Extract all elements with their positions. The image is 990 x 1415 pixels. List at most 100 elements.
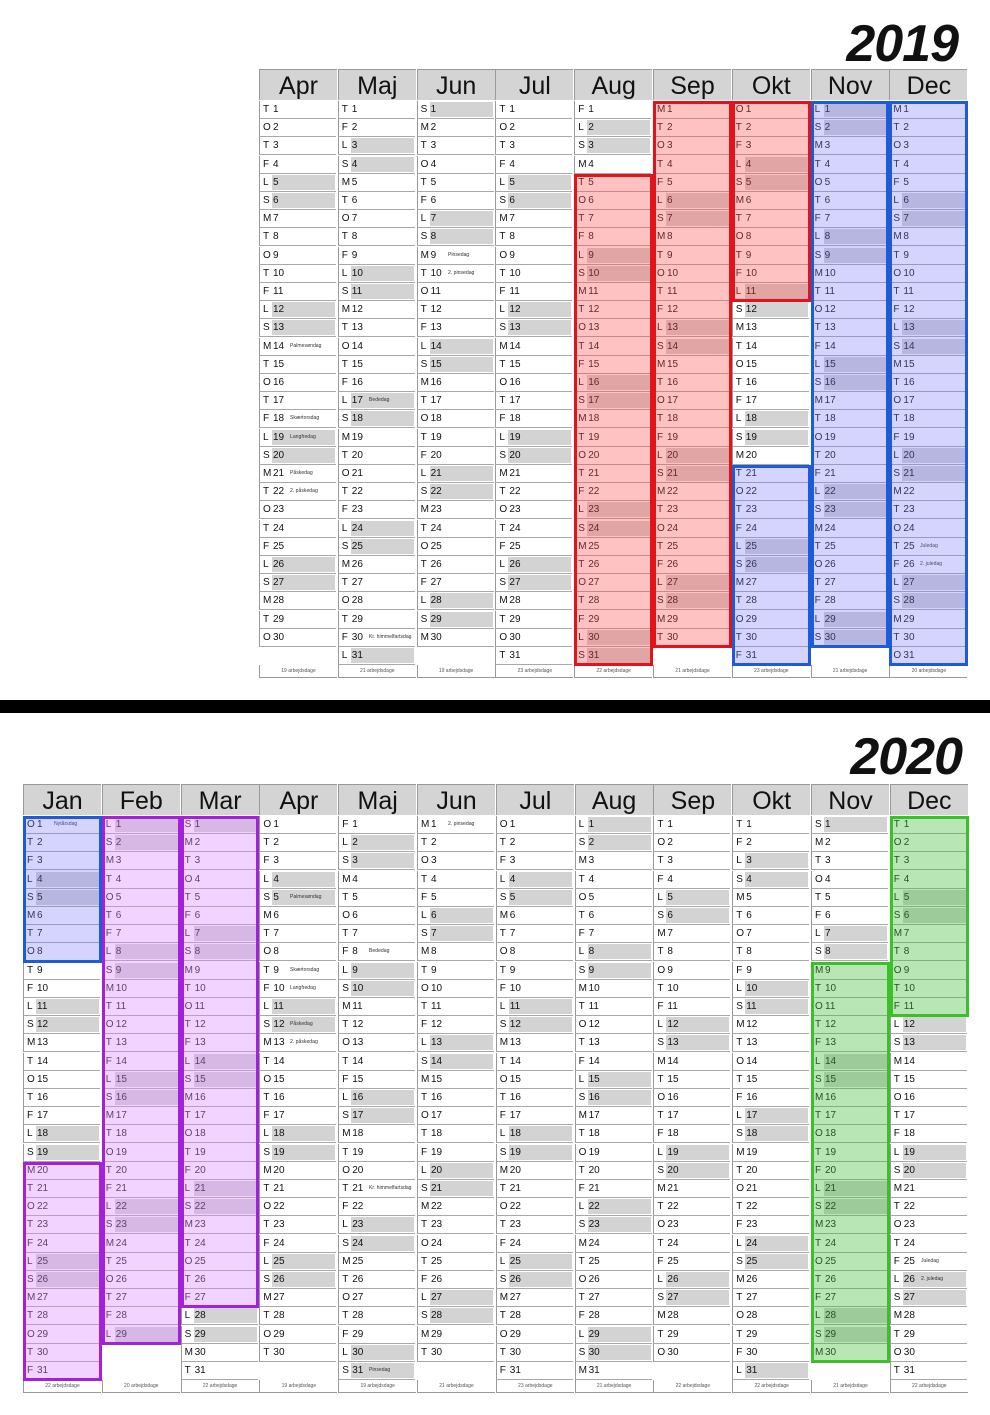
month-header: Dec [889,784,968,815]
day-cell: T 14 [23,1052,100,1071]
day-cell: O 14 [337,337,415,356]
day-cell: T 29 [259,610,336,629]
day-cell: T 15 [337,355,415,374]
day-cell: T 17 [889,1107,967,1126]
day-cell: L 12 [653,1016,731,1035]
day-cell: L 23 [338,1216,416,1235]
day-cell: F 22 [338,1198,416,1217]
day-cell: S 18 [337,410,415,429]
day-cell: M 25 [338,1252,416,1271]
month-footer: 19 arbejdsdage [259,665,337,679]
day-cell: S 10 [338,979,416,998]
month-footer: 20 arbejdsdage [889,665,968,679]
day-cell: F 18 [653,1125,731,1144]
day-cell: S 17 [338,1107,416,1126]
day-cell: O 21 [337,465,415,483]
day-cell: S 27 [495,574,573,593]
month-header: Maj [337,69,416,100]
day-cell: O 14 [732,1052,810,1071]
day-cell: T 29 [889,1325,967,1344]
day-cell: L 26 [653,1271,731,1289]
day-cell: T 23 [417,1216,494,1235]
day-cell: T 27 [732,1289,810,1308]
day-cell: T 24 [416,519,494,538]
day-cell: O 29 [495,1325,573,1344]
month-footer: 23 arbejdsdage [495,1380,574,1394]
day-cell: S 25 [732,1252,810,1271]
day-cell: S 12 Påskedag [259,1016,337,1035]
day-cell: T 29 [495,610,573,629]
day-cell: F 15 [338,1070,416,1089]
day-cell: O 13 [338,1034,416,1053]
month-header: Aug [574,69,653,100]
day-cell: M 13 [23,1034,100,1053]
month-header: Jul [495,784,574,815]
day-cell: M 28 [495,592,573,611]
day-cell: S 19 [731,428,809,447]
day-cell: L 19 Langfredag [259,428,336,447]
day-cell: T 24 [495,519,573,538]
day-cell: L 17 Bededag [337,392,415,411]
day-cell: M 22 [417,1198,494,1217]
day-cell: S 28 [417,1307,494,1326]
day-cell: T 19 [338,1143,416,1162]
day-cell: T 25 [574,1252,652,1271]
month-footer: 21 arbejdsdage [337,665,416,679]
month-footer: 23 arbejdsdage [495,665,574,679]
day-cell: T 15 [653,1070,731,1089]
day-cell: T 11 [574,998,652,1016]
day-cell: F 10 [495,979,573,998]
day-cell: F 29 [338,1325,416,1344]
day-cell: F 25 [259,537,336,556]
day-cell: S 31 Pinsedag [338,1362,416,1380]
day-cell: O 29 [259,1325,337,1344]
day-cell: F 24 [495,1234,573,1253]
day-cell: L 18 [23,1125,100,1144]
day-cell: L 30 [338,1343,416,1362]
day-cell: T 26 [416,556,494,574]
day-cell: S 12 [495,1016,573,1035]
day-cell: S 24 [338,1234,416,1253]
highlight-box-purple [180,816,260,1309]
day-cell: S 23 [574,1216,652,1235]
year-title-2020: 2020 [850,728,963,786]
month-header: Feb [101,784,180,815]
day-cell: M 27 [495,1289,573,1308]
day-cell: F 24 [259,1234,337,1253]
day-cell: T 16 [23,1089,100,1107]
day-cell: O 16 [495,374,573,392]
day-cell: S 14 [417,1052,494,1071]
day-cell: S 27 [889,1289,967,1308]
highlight-box-blue [731,465,811,667]
day-cell: T 20 [574,1161,652,1180]
day-cell: O 17 [417,1107,494,1126]
